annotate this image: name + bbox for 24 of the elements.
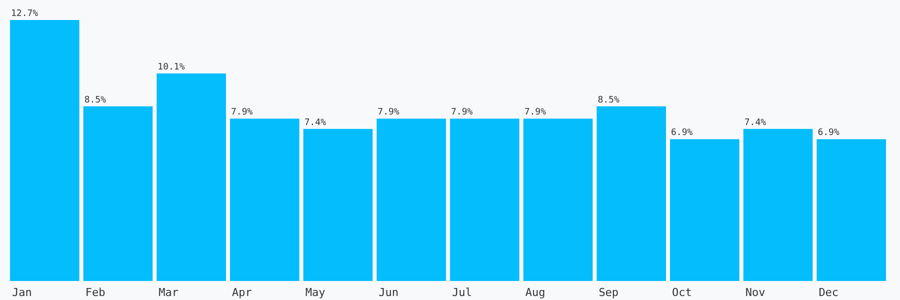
- data-label: 12.7%: [11, 9, 39, 19]
- data-label: 7.4%: [744, 118, 767, 128]
- data-label: 7.9%: [378, 108, 400, 118]
- x-tick-label: Nov: [745, 286, 766, 299]
- data-label: 6.9%: [818, 128, 840, 138]
- x-tick-label: Feb: [85, 286, 106, 299]
- x-tick-label: May: [305, 286, 326, 299]
- data-label: 8.5%: [598, 95, 620, 106]
- x-tick-label: Jan: [12, 286, 32, 299]
- data-label: 6.9%: [671, 128, 694, 138]
- data-label: 8.5%: [84, 95, 107, 106]
- x-tick-label: Aug: [525, 286, 546, 299]
- x-tick-label: Sep: [598, 286, 619, 299]
- data-label: 7.9%: [451, 108, 474, 118]
- data-label: 7.9%: [231, 108, 254, 118]
- data-label: 7.4%: [304, 118, 327, 128]
- x-tick-label: Oct: [672, 286, 692, 299]
- x-tick-label: Mar: [158, 286, 179, 299]
- data-label: 10.1%: [158, 62, 186, 72]
- x-tick-label: Dec: [818, 286, 839, 299]
- x-tick-label: Jun: [378, 286, 399, 299]
- data-label: 7.9%: [524, 108, 547, 118]
- x-tick-label: Apr: [232, 286, 252, 299]
- x-tick-label: Jul: [452, 286, 472, 299]
